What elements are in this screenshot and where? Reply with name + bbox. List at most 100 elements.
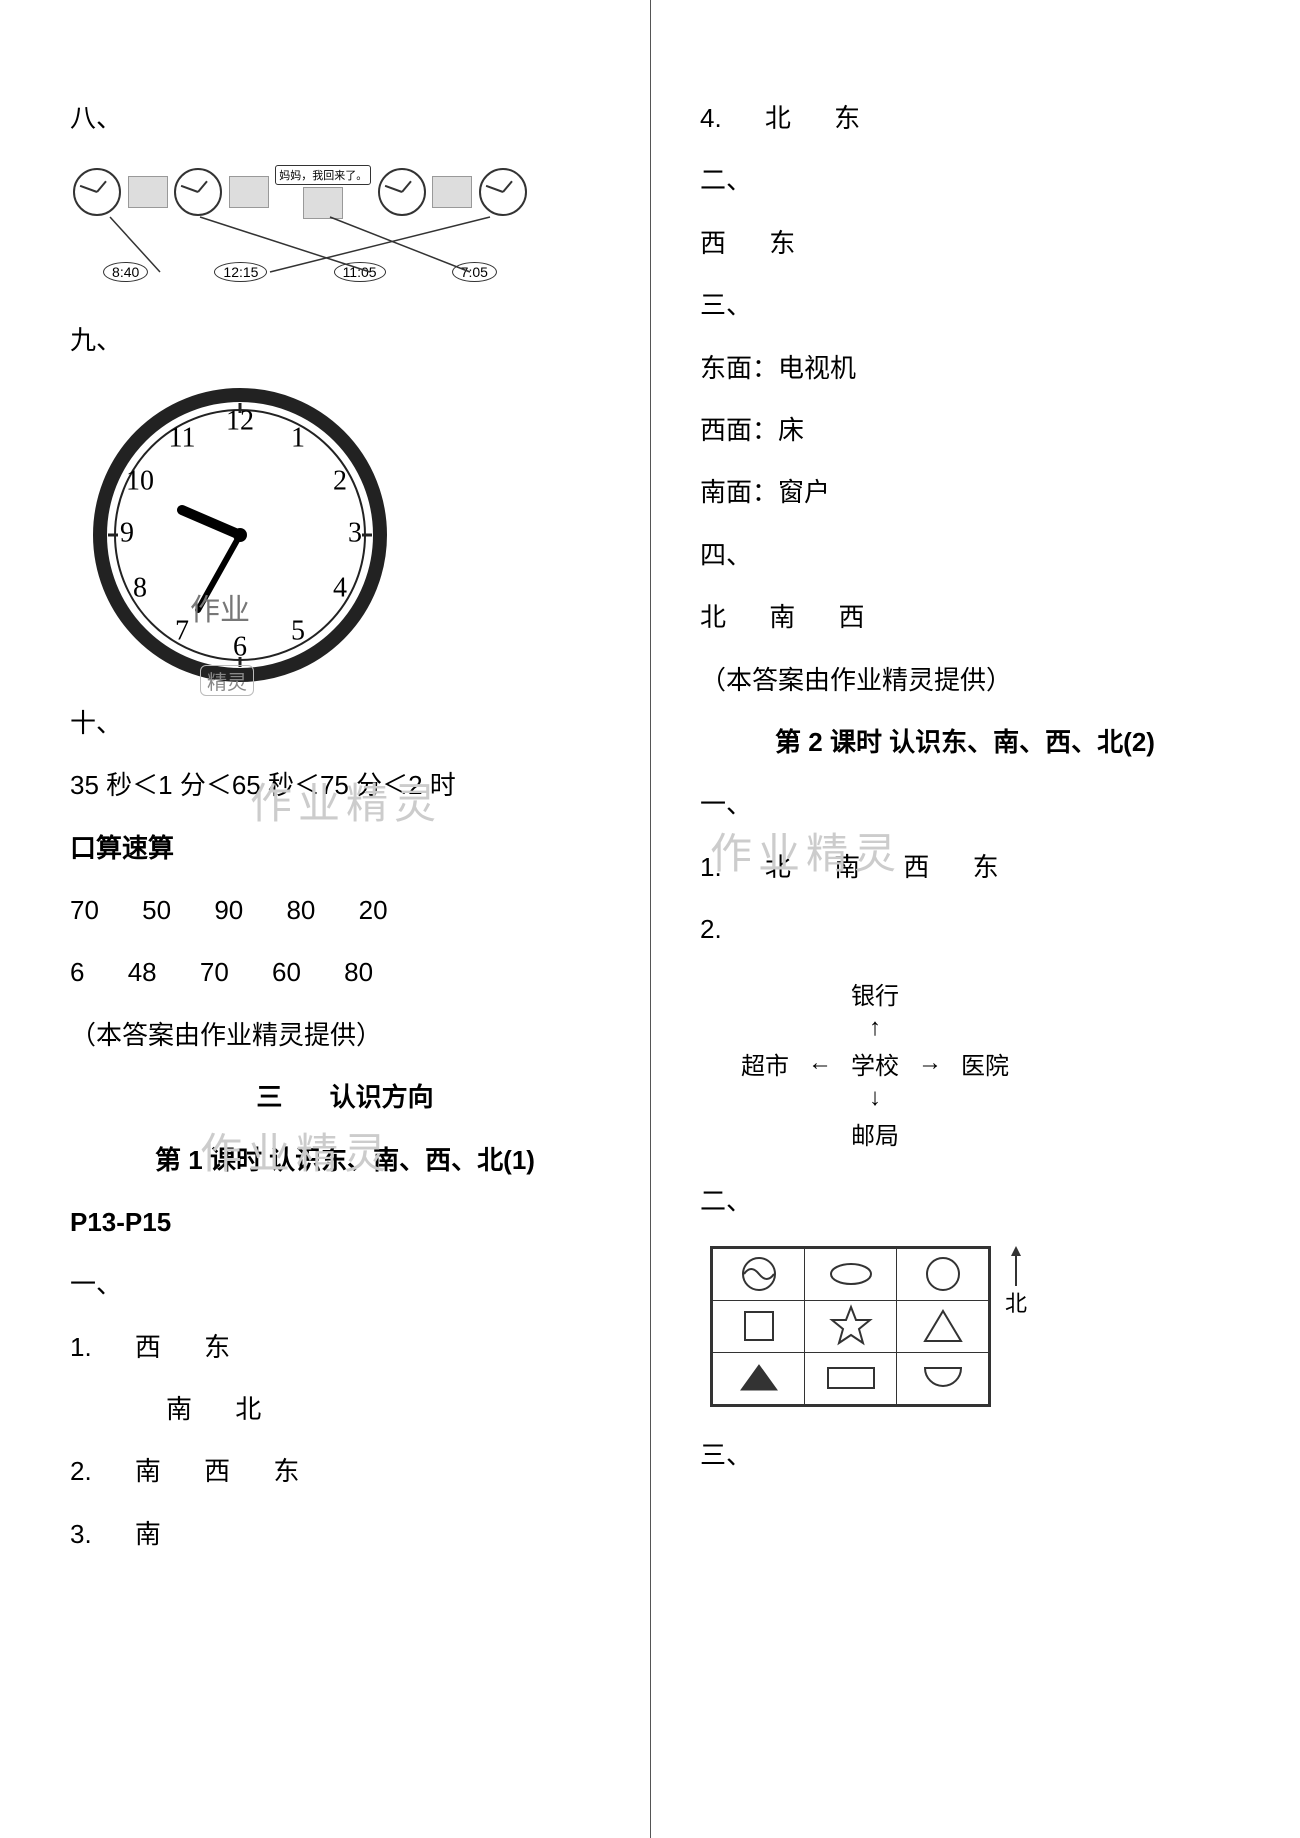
lesson-1-title: 第 1 课时 认识东、南、西、北(1) xyxy=(70,1142,620,1178)
ans: 南 xyxy=(166,1394,192,1424)
q1b-1: 1. 北 南 西 东 xyxy=(700,849,1230,885)
q3b-heading: 三、 xyxy=(700,1437,1230,1473)
section-10-heading: 十、 xyxy=(70,705,620,741)
calc-val: 90 xyxy=(214,895,243,925)
num: 4. xyxy=(700,103,722,133)
num: 1. xyxy=(700,852,722,882)
left-column: 八、 妈妈，我回来了。 8:40 12:15 11:05 7:05 xyxy=(70,100,650,1778)
calc-row-1: 70 50 90 80 20 xyxy=(70,892,620,928)
q1-1: 1. 西 东 xyxy=(70,1329,620,1365)
num: 1. xyxy=(70,1332,92,1362)
north-label: 北 xyxy=(1005,1286,1027,1318)
activity-2 xyxy=(229,176,269,208)
cell-3-3 xyxy=(897,1352,989,1404)
q3-heading: 三、 xyxy=(700,287,1230,323)
q2-ans: 西 东 xyxy=(700,225,1230,261)
time-label-4: 7:05 xyxy=(452,262,497,282)
ans: 东 xyxy=(769,228,795,258)
q1-1b: 南 北 xyxy=(70,1391,620,1427)
arrow-left-icon: ← xyxy=(808,1049,832,1077)
credit-right: （本答案由作业精灵提供） xyxy=(700,662,1230,698)
shape-grid xyxy=(710,1246,991,1407)
q3-south: 南面：窗户 xyxy=(700,474,1230,510)
calc-val: 70 xyxy=(70,895,99,925)
arrow-down-icon: ↓ xyxy=(869,1084,881,1112)
calc-val: 70 xyxy=(200,957,229,987)
map-center: 学校 xyxy=(851,1046,899,1081)
calc-val: 80 xyxy=(344,957,373,987)
shape-grid-wrap: 北 xyxy=(700,1246,1230,1407)
svg-text:5: 5 xyxy=(291,615,305,646)
map-right: 医院 xyxy=(961,1046,1009,1081)
num: 3. xyxy=(70,1519,92,1549)
q1-3: 3. 南 xyxy=(70,1516,620,1552)
map-top: 银行 xyxy=(851,976,899,1011)
mini-clock-2 xyxy=(174,168,222,216)
q4-heading: 四、 xyxy=(700,537,1230,573)
calc-title: 口算速算 xyxy=(70,830,620,866)
ans: 西 xyxy=(204,1456,230,1486)
lesson-2-title: 第 2 课时 认识东、南、西、北(2) xyxy=(700,724,1230,760)
q2b-heading: 二、 xyxy=(700,1183,1230,1219)
inequality-line: 35 秒＜1 分＜65 秒＜75 分＜2 时 xyxy=(70,767,620,803)
num: 2. xyxy=(70,1456,92,1486)
direction-map: 银行 ↑ 超市 ← 学校 → 医院 ↓ 邮局 xyxy=(730,973,1230,1153)
ans: 北 xyxy=(765,852,791,882)
q2-heading: 二、 xyxy=(700,162,1230,198)
activity-1 xyxy=(128,176,168,208)
ans: 东 xyxy=(273,1456,299,1486)
cell-2-1 xyxy=(713,1300,805,1352)
mini-clock-3 xyxy=(378,168,426,216)
unit-title: 三 认识方向 xyxy=(70,1079,620,1115)
credit-left: （本答案由作业精灵提供） xyxy=(70,1017,620,1053)
section-8-heading: 八、 xyxy=(70,100,620,136)
arrow-up-icon: ↑ xyxy=(869,1014,881,1042)
time-label-2: 12:15 xyxy=(214,262,267,282)
cell-1-2 xyxy=(805,1248,897,1300)
q3-east: 东面：电视机 xyxy=(700,350,1230,386)
calc-val: 48 xyxy=(128,957,157,987)
page-range: P13-P15 xyxy=(70,1204,620,1240)
right-column: 4. 北 东 二、 西 东 三、 东面：电视机 西面：床 南面：窗户 四、 北 … xyxy=(650,100,1230,1778)
ans: 东 xyxy=(834,103,860,133)
map-bottom: 邮局 xyxy=(851,1116,899,1151)
ans: 西 xyxy=(903,852,929,882)
ans: 南 xyxy=(834,852,860,882)
ans: 南 xyxy=(135,1519,161,1549)
ans: 东 xyxy=(973,852,999,882)
cell-3-2 xyxy=(805,1352,897,1404)
ans: 西 xyxy=(839,602,865,632)
q1-2: 2. 南 西 东 xyxy=(70,1453,620,1489)
svg-text:9: 9 xyxy=(120,517,134,548)
calc-val: 6 xyxy=(70,957,84,987)
unit-name: 认识方向 xyxy=(330,1082,434,1112)
time-label-3: 11:05 xyxy=(334,262,386,282)
big-clock-figure: 12 1 2 3 4 5 6 7 8 9 10 11 xyxy=(90,385,390,685)
calc-val: 20 xyxy=(359,895,388,925)
svg-text:7: 7 xyxy=(175,615,189,646)
q1-4: 4. 北 东 xyxy=(700,100,1230,136)
cell-2-3 xyxy=(897,1300,989,1352)
cell-1-1 xyxy=(713,1248,805,1300)
q4-ans: 北 南 西 xyxy=(700,599,1230,635)
section-9-heading: 九、 xyxy=(70,322,620,358)
calc-val: 80 xyxy=(286,895,315,925)
activity-3 xyxy=(303,187,343,219)
north-indicator: 北 xyxy=(1005,1246,1027,1318)
cell-1-3 xyxy=(897,1248,989,1300)
speech-bubble: 妈妈，我回来了。 xyxy=(275,165,371,185)
ans: 东 xyxy=(204,1332,230,1362)
clock-watermark-1: 作业 xyxy=(190,585,250,629)
calc-val: 50 xyxy=(142,895,171,925)
svg-text:11: 11 xyxy=(169,422,196,453)
q3-west: 西面：床 xyxy=(700,412,1230,448)
ans: 北 xyxy=(765,103,791,133)
ans: 南 xyxy=(135,1456,161,1486)
cell-2-2 xyxy=(805,1300,897,1352)
calc-val: 60 xyxy=(272,957,301,987)
mini-clock-1 xyxy=(73,168,121,216)
svg-text:8: 8 xyxy=(133,572,147,603)
time-label-1: 8:40 xyxy=(103,262,148,282)
ans: 西 xyxy=(700,228,726,258)
ans: 西 xyxy=(135,1332,161,1362)
